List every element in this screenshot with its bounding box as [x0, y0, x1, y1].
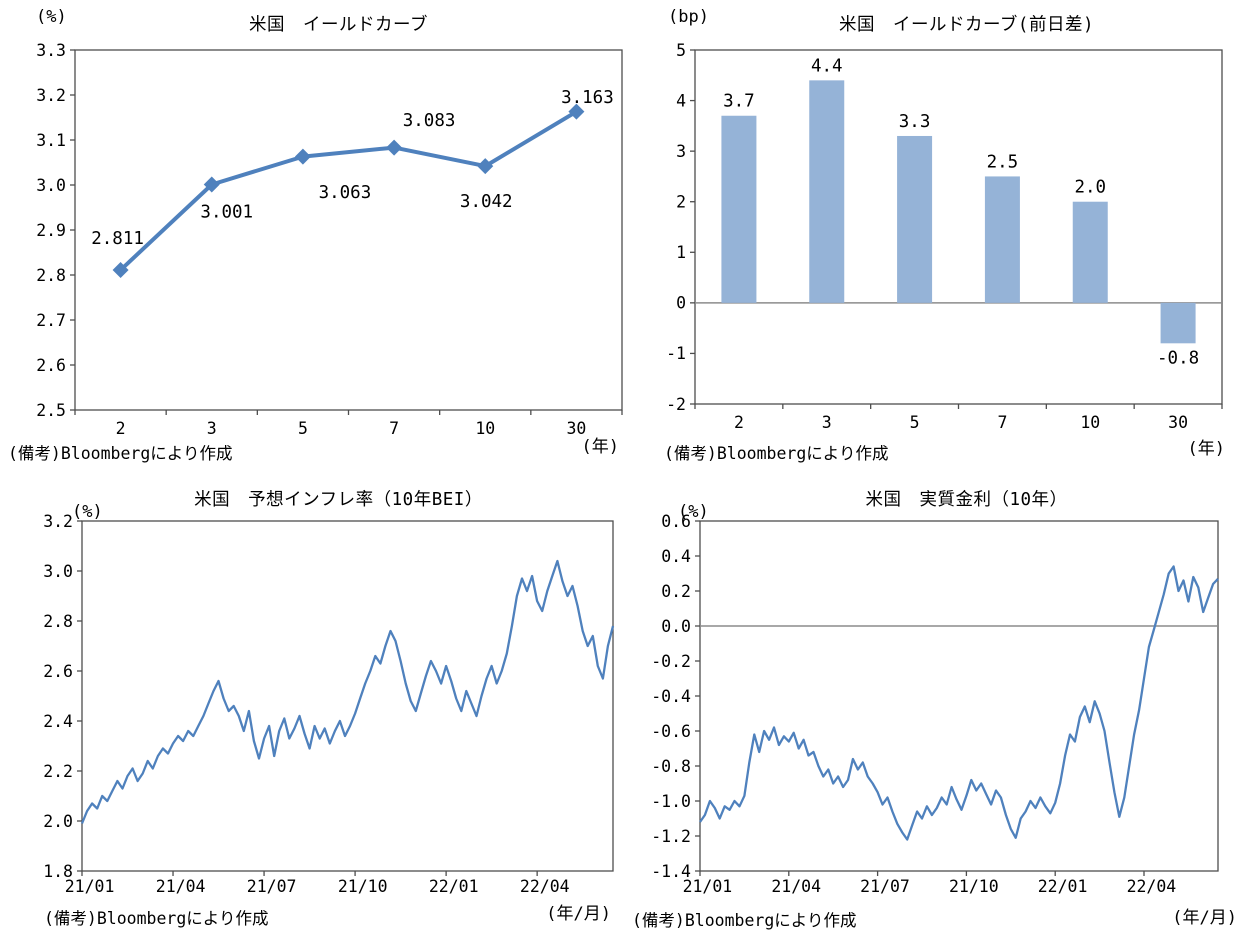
svg-text:1.8: 1.8 — [43, 862, 73, 881]
svg-text:2.2: 2.2 — [43, 762, 73, 781]
svg-text:21/07: 21/07 — [247, 877, 297, 896]
svg-text:5: 5 — [676, 41, 686, 60]
svg-text:3.7: 3.7 — [723, 92, 755, 112]
svg-text:2.4: 2.4 — [43, 712, 73, 731]
svg-text:-0.6: -0.6 — [651, 722, 691, 741]
svg-text:3.1: 3.1 — [36, 131, 66, 150]
svg-text:3.3: 3.3 — [899, 112, 931, 132]
panel-us-real-rate: (%) 米国 実質金利（10年） 0.6 0.4 0.2 0.0 -0.2 -0.4 -0.… — [628, 475, 1255, 950]
svg-text:3.2: 3.2 — [36, 86, 66, 105]
panel-us-yield-curve-change: (bp) 米国 イールドカーブ(前日差) 5 4 3 2 1 0 -1 -2 2 3 5 7 10 30 3… — [628, 0, 1255, 475]
svg-text:21/10: 21/10 — [338, 877, 388, 896]
chart-title-breakeven-inflation: 米国 予想インフレ率（10年BEI） — [194, 490, 483, 510]
svg-text:2.7: 2.7 — [36, 311, 66, 330]
svg-text:22/01: 22/01 — [429, 877, 479, 896]
svg-text:7: 7 — [997, 413, 1007, 432]
svg-text:3.063: 3.063 — [319, 183, 372, 203]
source-note: (備考)Bloombergにより作成 — [44, 909, 269, 928]
svg-text:4.4: 4.4 — [811, 56, 843, 76]
svg-text:0.6: 0.6 — [661, 512, 691, 531]
chart-title-real-rate: 米国 実質金利（10年） — [865, 490, 1068, 510]
svg-text:3.3: 3.3 — [36, 41, 66, 60]
svg-text:2.6: 2.6 — [43, 662, 73, 681]
svg-text:2.9: 2.9 — [36, 221, 66, 240]
svg-text:0.2: 0.2 — [661, 582, 691, 601]
svg-text:21/04: 21/04 — [771, 877, 821, 896]
svg-text:-1.0: -1.0 — [651, 792, 691, 811]
svg-text:-0.2: -0.2 — [651, 652, 691, 671]
svg-text:22/04: 22/04 — [520, 877, 570, 896]
svg-text:21/07: 21/07 — [860, 877, 910, 896]
svg-text:3: 3 — [207, 419, 217, 438]
svg-text:2: 2 — [116, 419, 126, 438]
svg-text:-1.2: -1.2 — [651, 827, 691, 846]
svg-text:2.5: 2.5 — [987, 152, 1019, 172]
svg-text:2.0: 2.0 — [1074, 178, 1106, 198]
svg-text:0.4: 0.4 — [661, 547, 691, 566]
y-axis-unit-label: (%) — [678, 502, 709, 522]
svg-text:3.0: 3.0 — [36, 176, 66, 195]
svg-text:2: 2 — [676, 192, 686, 211]
svg-text:10: 10 — [1080, 413, 1100, 432]
source-note: (備考)Bloombergにより作成 — [8, 444, 233, 463]
panel-us-yield-curve: (%) 米国 イールドカーブ 3.3 3.2 3.1 3.0 2.9 2.8 2.7 2.6 2… — [0, 0, 627, 475]
svg-text:2.5: 2.5 — [36, 401, 66, 420]
svg-text:-0.8: -0.8 — [1157, 348, 1199, 368]
source-note: (備考)Bloombergにより作成 — [632, 911, 857, 930]
svg-text:2: 2 — [734, 413, 744, 432]
svg-text:3.042: 3.042 — [460, 192, 513, 212]
breakeven-inflation-line-chart: 3.2 3.0 2.8 2.6 2.4 2.2 2.0 1.821/01 21/04 21/07 2… — [43, 512, 615, 896]
svg-text:2.8: 2.8 — [36, 266, 66, 285]
svg-text:0.0: 0.0 — [661, 617, 691, 636]
svg-text:-0.8: -0.8 — [651, 757, 691, 776]
chart-title-yield-curve: 米国 イールドカーブ — [249, 15, 428, 35]
svg-text:4: 4 — [676, 91, 686, 110]
x-axis-unit-label: (年) — [1187, 439, 1225, 459]
svg-text:5: 5 — [298, 419, 308, 438]
chart-title-yield-curve-change: 米国 イールドカーブ(前日差) — [838, 15, 1095, 35]
svg-text:2.0: 2.0 — [43, 812, 73, 831]
source-note: (備考)Bloombergにより作成 — [664, 444, 889, 463]
x-axis-unit-label: (年/月) — [546, 904, 611, 924]
svg-text:22/01: 22/01 — [1038, 877, 1088, 896]
svg-text:10: 10 — [475, 419, 495, 438]
svg-text:22/04: 22/04 — [1127, 877, 1177, 896]
svg-text:30: 30 — [566, 419, 586, 438]
svg-text:-0.4: -0.4 — [651, 687, 691, 706]
svg-text:3: 3 — [676, 142, 686, 161]
svg-text:7: 7 — [389, 419, 399, 438]
y-axis-unit-label: (%) — [72, 502, 103, 522]
y-axis-unit-label: (bp) — [668, 7, 709, 27]
x-axis-unit-label: (年) — [581, 437, 619, 457]
svg-text:2.6: 2.6 — [36, 356, 66, 375]
svg-text:3.163: 3.163 — [561, 88, 614, 108]
panel-us-breakeven-inflation: (%) 米国 予想インフレ率（10年BEI） 3.2 3.0 2.8 2.6 2.4 2.… — [0, 475, 627, 950]
svg-text:2.8: 2.8 — [43, 612, 73, 631]
svg-text:3.0: 3.0 — [43, 562, 73, 581]
svg-text:5: 5 — [910, 413, 920, 432]
real-rate-line-chart: 0.6 0.4 0.2 0.0 -0.2 -0.4 -0.6 -0.8 -1.0 -1.2 -1.4… — [651, 512, 1219, 896]
svg-text:-1: -1 — [666, 344, 686, 363]
svg-text:21/01: 21/01 — [683, 877, 733, 896]
svg-text:30: 30 — [1168, 413, 1188, 432]
svg-text:3: 3 — [822, 413, 832, 432]
svg-text:21/04: 21/04 — [156, 877, 206, 896]
x-axis-unit-label: (年/月) — [1172, 908, 1237, 928]
yield-curve-line-chart: 3.3 3.2 3.1 3.0 2.9 2.8 2.7 2.6 2.5 2 3 5 7 10 30 2.811… — [36, 41, 623, 438]
svg-text:-1.4: -1.4 — [651, 862, 691, 881]
svg-text:3.2: 3.2 — [43, 512, 73, 531]
svg-text:2.811: 2.811 — [91, 229, 144, 249]
svg-text:21/10: 21/10 — [949, 877, 999, 896]
svg-text:21/01: 21/01 — [65, 877, 115, 896]
svg-text:1: 1 — [676, 243, 686, 262]
svg-text:-2: -2 — [666, 395, 686, 414]
svg-text:3.001: 3.001 — [200, 203, 253, 223]
svg-text:3.083: 3.083 — [403, 111, 456, 131]
y-axis-unit-label: (%) — [36, 7, 67, 27]
svg-text:0: 0 — [676, 294, 686, 313]
